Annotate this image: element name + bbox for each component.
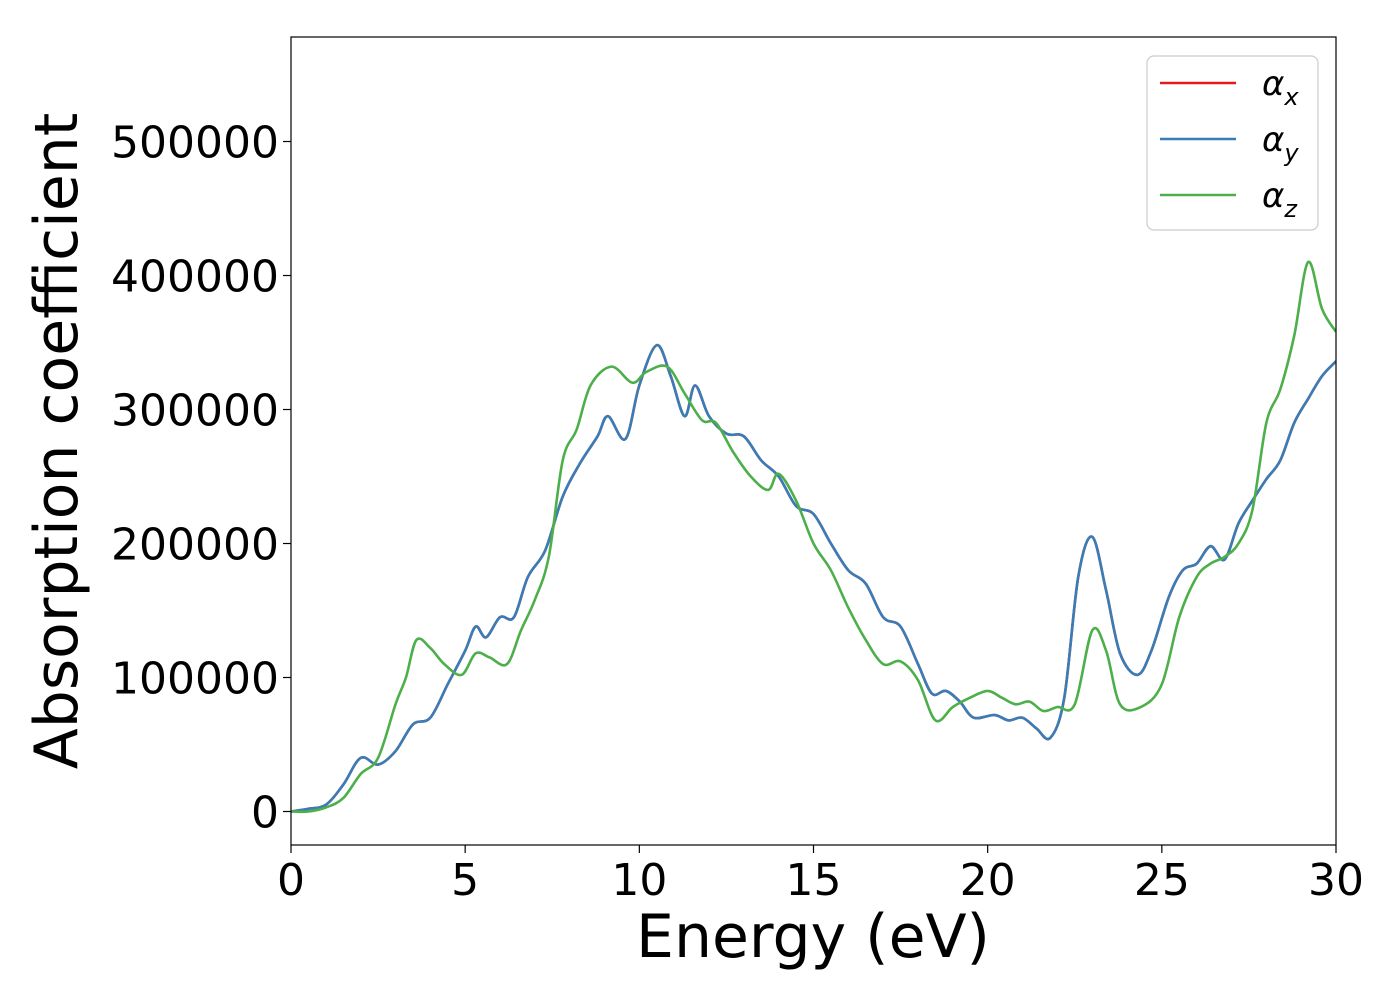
y-tick-label: 0 [251,788,279,839]
series-line-alpha-x [291,343,1336,813]
y-tick-label: 500000 [111,118,279,169]
x-tick-label: 10 [611,855,667,906]
plot-frame [290,36,1337,846]
y-tick-label: 200000 [111,520,279,571]
legend-box [1146,55,1319,231]
x-tick-label: 15 [786,855,842,906]
y-tick-label: 300000 [111,386,279,437]
y-axis-title: Absorption coefficient [22,113,92,770]
series-line-alpha-y [291,343,1336,813]
legend-label-alpha-z: αz [1262,176,1298,223]
series-layer [291,260,1336,814]
x-axis-title: Energy (eV) [636,902,990,972]
x-tick-label: 5 [451,855,479,906]
x-tick-label: 0 [277,855,305,906]
x-tick-label: 20 [960,855,1016,906]
series-line-alpha-z [291,260,1336,814]
y-tick-label: 100000 [111,654,279,705]
x-tick-label: 25 [1134,855,1190,906]
x-tick-label: 30 [1308,855,1364,906]
x-axis-ticks: 0 5 10 15 20 25 30 [277,845,1364,906]
y-axis-ticks: 0 100000 200000 300000 400000 500000 [111,118,291,839]
y-tick-label: 400000 [111,252,279,303]
